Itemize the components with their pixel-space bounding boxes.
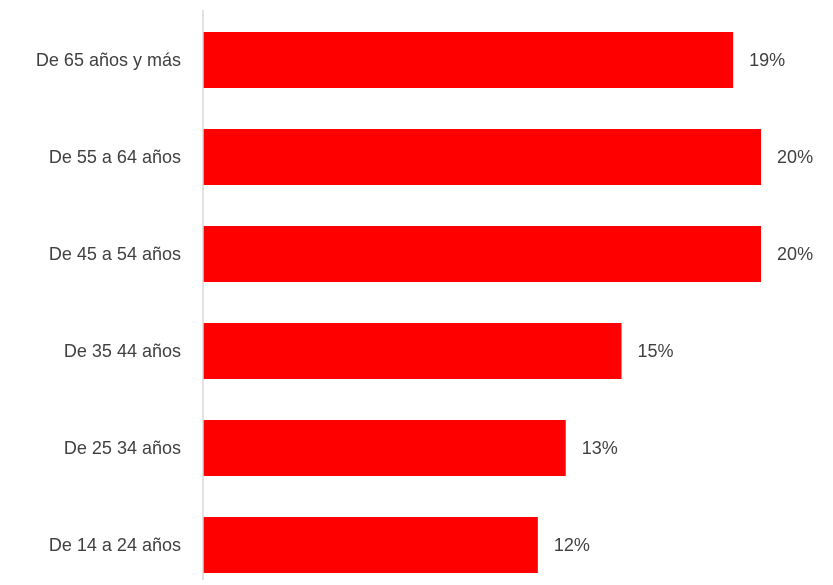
bars: [203, 32, 762, 573]
data-label: 20%: [777, 147, 813, 167]
bar: [203, 323, 622, 379]
data-label: 15%: [638, 341, 674, 361]
data-label: 20%: [777, 244, 813, 264]
bar: [203, 517, 538, 573]
category-label: De 35 44 años: [64, 341, 181, 361]
bar: [203, 32, 734, 88]
bar: [203, 129, 762, 185]
data-label: 13%: [582, 438, 618, 458]
category-labels: De 65 años y más De 55 a 64 años De 45 a 5…: [36, 50, 181, 555]
value-labels: 19% 20% 20% 15% 13% 12%: [554, 50, 813, 555]
data-label: 19%: [749, 50, 785, 70]
bar: [203, 420, 566, 476]
category-label: De 55 a 64 años: [49, 147, 181, 167]
category-label: De 25 34 años: [64, 438, 181, 458]
category-label: De 65 años y más: [36, 50, 181, 70]
category-label: De 14 a 24 años: [49, 535, 181, 555]
category-label: De 45 a 54 años: [49, 244, 181, 264]
bar: [203, 226, 762, 282]
data-label: 12%: [554, 535, 590, 555]
